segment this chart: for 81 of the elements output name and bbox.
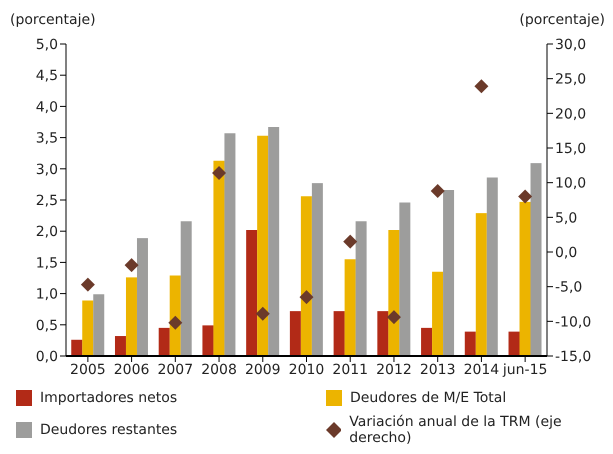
y2-tick-label: 30,0	[555, 36, 586, 53]
point	[343, 234, 358, 249]
bar	[486, 178, 498, 356]
y-tick-label: 3,0	[36, 162, 58, 178]
x-tick-label: 2006	[114, 362, 150, 378]
y-tick-label: 0,5	[36, 318, 58, 334]
y2-tick-label: 25,0	[555, 72, 586, 88]
y2-tick-label: -10,0	[555, 314, 592, 330]
bar	[202, 325, 214, 356]
y2-tick-label: 20,0	[555, 106, 586, 122]
point	[430, 184, 445, 198]
x-tick-label: 2011	[332, 362, 368, 378]
y2-tick-label: -15,0	[555, 348, 592, 365]
x-tick-label: jun-15	[502, 362, 548, 378]
point	[474, 79, 488, 94]
bar	[443, 190, 454, 356]
bar	[377, 311, 388, 356]
bar	[520, 202, 531, 356]
y-tick-label: 4,0	[36, 99, 58, 116]
x-tick-label: 2013	[420, 362, 456, 378]
bar	[312, 183, 323, 356]
x-tick-label: 2008	[201, 362, 237, 378]
y2-axis-title: (porcentaje)	[519, 12, 605, 28]
point	[300, 290, 314, 304]
bar	[508, 332, 520, 356]
bar	[93, 294, 104, 356]
bar	[82, 300, 94, 356]
bar	[388, 230, 400, 356]
bar	[344, 259, 356, 356]
y-tick-label: 3,5	[36, 130, 58, 147]
bar	[246, 230, 258, 356]
legend-label: Importadores netos	[40, 390, 178, 406]
y2-tick-label: 15,0	[555, 140, 586, 157]
bar	[257, 136, 268, 356]
legend-label: Variación anual de la TRM (eje derecho)	[349, 414, 563, 446]
bar	[334, 311, 345, 356]
bar	[356, 221, 367, 356]
y2-tick-label: 0,0	[555, 244, 578, 261]
bar	[432, 272, 444, 356]
y2-tick-label: -5,0	[555, 280, 582, 296]
bar	[126, 277, 137, 356]
point	[212, 166, 226, 180]
point	[386, 310, 401, 324]
point	[168, 316, 182, 330]
bar	[399, 202, 410, 356]
x-tick-label: 2009	[244, 362, 281, 378]
y-tick-label: 5,0	[36, 36, 58, 53]
y-tick-label: 2,5	[36, 192, 58, 209]
bar	[180, 221, 192, 356]
x-tick-label: 2005	[70, 362, 106, 378]
bar	[114, 336, 126, 356]
bar	[224, 133, 236, 356]
bar	[268, 126, 280, 356]
x-tick-label: 2014	[464, 362, 500, 378]
bar	[213, 160, 224, 356]
legend-label: Deudores de M/E Total	[350, 390, 506, 406]
y-tick-label: 4,5	[36, 68, 58, 84]
y-tick-label: 1,5	[36, 255, 58, 272]
point	[518, 190, 532, 204]
x-tick-label: 2012	[376, 362, 412, 378]
bar	[71, 340, 82, 356]
bar	[421, 328, 432, 356]
y-tick-label: 0,0	[36, 348, 58, 365]
point	[80, 278, 95, 292]
y-tick-label: 2,0	[36, 224, 58, 240]
bar	[300, 196, 312, 356]
y-axis-title: (porcentaje)	[10, 12, 96, 28]
bar	[464, 332, 476, 356]
point	[256, 306, 270, 321]
legend-label: Deudores restantes	[40, 422, 178, 438]
point	[124, 258, 139, 272]
y-tick-label: 1,0	[36, 286, 58, 303]
y2-tick-label: 5,0	[555, 210, 578, 226]
bar	[476, 213, 487, 356]
y2-tick-label: 10,0	[555, 176, 586, 192]
bar	[290, 311, 301, 356]
bar	[136, 238, 148, 356]
bar	[530, 163, 542, 356]
x-tick-label: 2010	[288, 362, 324, 378]
x-tick-label: 2007	[158, 362, 194, 378]
bar	[158, 328, 170, 356]
